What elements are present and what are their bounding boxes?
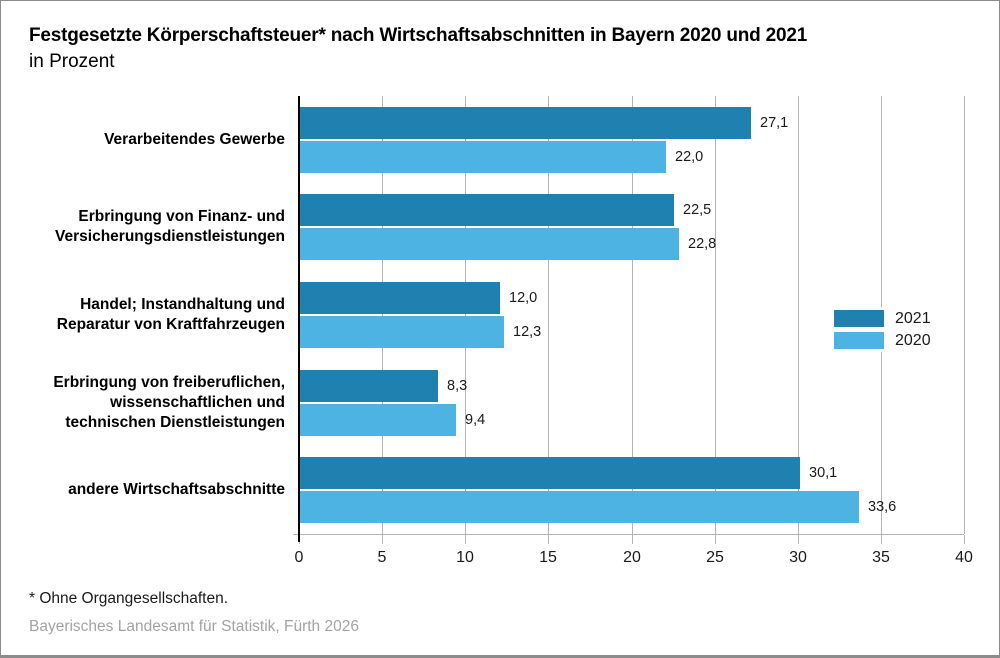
legend-swatch-2021 xyxy=(834,310,884,327)
axis-tick-label-15: 15 xyxy=(539,549,557,566)
bar-2021 xyxy=(300,282,500,314)
axis-tick-label-30: 30 xyxy=(789,549,807,566)
category-label: Verarbeitendes Gewerbe xyxy=(104,130,285,148)
bar-2021 xyxy=(300,194,674,226)
source-attribution: Bayerisches Landesamt für Statistik, Für… xyxy=(29,618,359,635)
gridline-10 xyxy=(465,96,466,534)
gridline-30 xyxy=(798,96,799,534)
gridline-25 xyxy=(715,96,716,534)
axis-tick-20 xyxy=(632,535,633,544)
axis-tick-label-40: 40 xyxy=(955,549,973,566)
legend-swatch-2020 xyxy=(834,332,884,349)
axis-tick-label-10: 10 xyxy=(456,549,474,566)
legend-label-2020: 2020 xyxy=(895,332,931,349)
axis-tick-label-35: 35 xyxy=(872,549,890,566)
bar-value-label: 33,6 xyxy=(868,499,897,515)
gridline-5 xyxy=(382,96,383,534)
axis-tick-label-0: 0 xyxy=(294,549,304,566)
legend: 2021 2020 xyxy=(834,307,935,352)
bar-2021 xyxy=(300,370,438,402)
axis-tick-35 xyxy=(881,535,882,544)
chart-title: Festgesetzte Körperschaftsteuer* nach Wi… xyxy=(29,25,808,46)
bar-value-label: 22,8 xyxy=(688,236,717,252)
gridline-15 xyxy=(548,96,549,534)
bar-2020 xyxy=(300,141,666,173)
bar-value-label: 30,1 xyxy=(809,465,838,481)
bar-2020 xyxy=(300,404,456,436)
axis-tick-40 xyxy=(964,535,965,544)
category-label: andere Wirtschaftsabschnitte xyxy=(68,481,285,499)
chart-subtitle: in Prozent xyxy=(29,51,115,72)
bar-2021 xyxy=(300,107,751,139)
bar-2020 xyxy=(300,228,679,260)
bar-2020 xyxy=(300,316,504,348)
legend-item-2020: 2020 xyxy=(834,332,931,349)
axis-tick-30 xyxy=(798,535,799,544)
bar-value-label: 9,4 xyxy=(465,412,486,428)
x-axis-line xyxy=(293,534,964,535)
category-label: Erbringung von freiberuflichen, wissensc… xyxy=(53,373,285,431)
axis-tick-label-20: 20 xyxy=(623,549,641,566)
legend-label-2021: 2021 xyxy=(895,310,931,327)
bar-value-label: 12,3 xyxy=(513,324,542,340)
axis-tick-5 xyxy=(382,535,383,544)
bar-value-label: 27,1 xyxy=(760,115,789,131)
footnote: * Ohne Organgesellschaften. xyxy=(29,590,229,607)
category-label: Erbringung von Finanz- und Versicherungs… xyxy=(55,208,285,246)
bar-value-label: 22,0 xyxy=(675,149,704,165)
axis-tick-25 xyxy=(715,535,716,544)
category-label: Handel; Instandhaltung und Reparatur von… xyxy=(56,296,285,333)
legend-item-2021: 2021 xyxy=(834,310,931,327)
bar-value-label: 12,0 xyxy=(509,290,538,306)
bar-value-label: 8,3 xyxy=(447,378,468,394)
bar-2021 xyxy=(300,457,800,489)
axis-tick-label-25: 25 xyxy=(706,549,724,566)
axis-tick-15 xyxy=(548,535,549,544)
gridline-20 xyxy=(632,96,633,534)
bar-2020 xyxy=(300,491,859,523)
y-axis-line xyxy=(298,96,300,542)
gridline-40 xyxy=(964,96,965,534)
axis-tick-label-5: 5 xyxy=(377,549,387,566)
bar-value-label: 22,5 xyxy=(683,202,712,218)
axis-tick-10 xyxy=(465,535,466,544)
